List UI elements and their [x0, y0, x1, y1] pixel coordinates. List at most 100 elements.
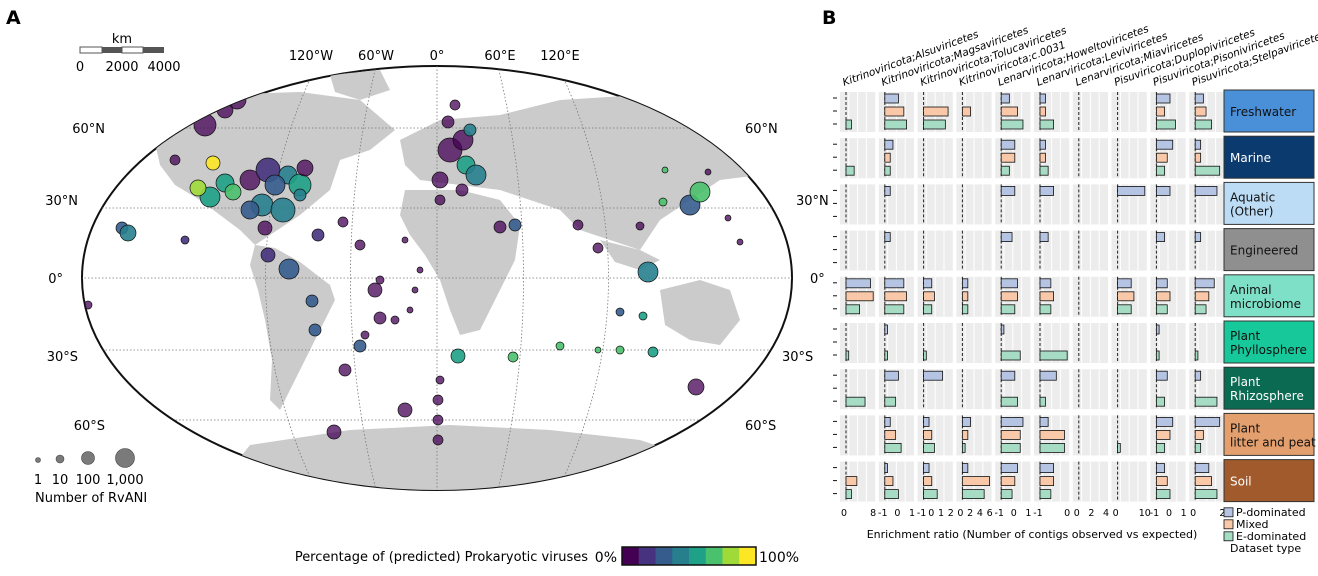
sample-point — [257, 220, 273, 236]
sample-point — [353, 339, 367, 353]
enrichment-bar — [845, 304, 860, 315]
enrichment-bar — [1039, 429, 1065, 440]
sample-point — [635, 221, 645, 231]
world-map: 120°W 60°W 0° 60°E 120°E 60°N 30°N 0° 30… — [45, 49, 829, 491]
enrichment-bar — [884, 291, 907, 302]
lon-label: 120°W — [289, 49, 333, 64]
sample-point — [169, 154, 181, 166]
x-tick-label: 10 — [1139, 508, 1151, 519]
habitat-label-box — [1223, 274, 1315, 318]
enrichment-bar — [1039, 165, 1049, 176]
sample-point — [434, 194, 446, 206]
enrichment-bar — [1039, 370, 1057, 381]
enrichment-bar — [1000, 463, 1018, 474]
enrichment-bar — [923, 463, 930, 474]
sample-point — [637, 261, 659, 283]
enrichment-bar — [962, 106, 971, 117]
enrichment-bar — [923, 304, 933, 315]
x-tick-label: 2 — [1088, 508, 1094, 519]
sample-point — [224, 183, 242, 201]
enrichment-bar — [1156, 416, 1174, 427]
enrichment-bar — [962, 489, 985, 500]
sample-point — [594, 346, 602, 354]
colorbar-label: Percentage of (predicted) Prokaryotic vi… — [295, 550, 588, 565]
habitat-label: Marine — [1230, 151, 1271, 165]
enrichment-chart: Kitrinoviricota;AlsuviricetesKitrinoviri… — [833, 23, 1318, 555]
enrichment-bar — [1039, 476, 1054, 487]
sample-point — [450, 348, 466, 364]
sample-point — [658, 197, 668, 207]
sample-point — [264, 174, 286, 196]
enrichment-bar — [884, 324, 888, 335]
x-tick-label: 0 — [841, 508, 847, 519]
scalebar: km 0 2000 4000 — [76, 32, 181, 75]
enrichment-bar — [1156, 232, 1165, 243]
enrichment-bar — [923, 429, 933, 440]
habitat-label: Plant — [1230, 329, 1261, 343]
scalebar-unit: km — [112, 32, 132, 47]
lat-label-right: 60°S — [745, 419, 776, 434]
enrichment-bar — [1039, 442, 1065, 453]
x-tick-label: 0 — [928, 508, 934, 519]
enrichment-bar — [884, 489, 899, 500]
enrichment-bar — [1000, 278, 1018, 289]
enrichment-bar — [1000, 489, 1013, 500]
sample-point — [397, 402, 413, 418]
lon-label: 0° — [430, 49, 445, 64]
enrichment-bar — [1156, 370, 1168, 381]
sample-point — [432, 394, 444, 406]
lat-label-right: 0° — [810, 272, 825, 287]
colorbar-swatch — [722, 547, 740, 565]
habitat-label: microbiome — [1230, 297, 1301, 311]
x-tick-label: 1 — [909, 508, 915, 519]
sample-point — [638, 311, 648, 321]
enrichment-bar — [1156, 429, 1171, 440]
x-tick-label: -1 — [994, 508, 1003, 519]
enrichment-bar — [884, 476, 894, 487]
enrichment-bar — [1117, 185, 1146, 196]
lat-label-left: 60°S — [74, 419, 105, 434]
habitat-label-box — [1223, 135, 1315, 179]
sample-point — [367, 282, 383, 298]
x-tick-label: 4 — [977, 508, 983, 519]
sample-point — [411, 286, 419, 294]
habitat-label: Animal — [1230, 283, 1272, 297]
enrichment-bar — [1194, 416, 1221, 427]
enrichment-bar — [1039, 119, 1054, 130]
x-tick-label: 1 — [938, 508, 944, 519]
x-tick-label: 4 — [1103, 508, 1109, 519]
legend-label: Mixed — [1236, 518, 1268, 531]
enrichment-bar — [1156, 291, 1171, 302]
enrichment-bar — [1039, 416, 1049, 427]
enrichment-bar — [1194, 489, 1218, 500]
enrichment-bar — [1000, 232, 1013, 243]
sample-point — [239, 169, 261, 191]
habitat-label-box — [1223, 320, 1315, 364]
x-tick-label: 0 — [1074, 508, 1080, 519]
habitat-label: Freshwater — [1230, 105, 1296, 119]
enrichment-bar — [1039, 291, 1054, 302]
sample-point — [653, 453, 667, 467]
legend-title: Dataset type — [1230, 542, 1301, 555]
enrichment-bar — [1194, 93, 1204, 104]
enrichment-bar — [1156, 152, 1168, 163]
sample-point — [455, 183, 469, 197]
enrichment-bar — [1000, 139, 1016, 150]
sample-point — [296, 159, 314, 177]
colorbar-swatch — [705, 547, 723, 565]
lon-label: 60°E — [484, 49, 515, 64]
sample-point — [572, 219, 584, 231]
enrichment-bar — [1156, 324, 1160, 335]
sample-point — [432, 434, 444, 446]
enrichment-bar — [1039, 489, 1052, 500]
habitat-label: Rhizosphere — [1230, 389, 1304, 403]
sample-point — [463, 123, 477, 137]
graticule — [82, 66, 792, 490]
x-tick-label: 0 — [957, 508, 963, 519]
sample-point — [293, 188, 307, 202]
enrichment-bar — [1000, 119, 1024, 130]
sample-point — [260, 247, 276, 263]
x-tick-label: 8 — [870, 508, 876, 519]
x-tick-label: 0 — [1113, 508, 1119, 519]
